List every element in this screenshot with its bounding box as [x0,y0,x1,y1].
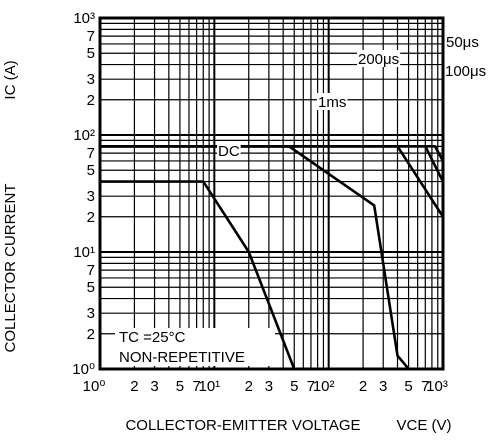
series-label-dc: DC [218,143,240,160]
label-background [317,93,348,110]
series-label-200us: 200μs [358,51,399,68]
x-tick-label: 10³ [426,378,448,395]
y-axis-title: COLLECTOR CURRENT [2,184,19,353]
y-tick-label: 10¹ [73,244,95,261]
x-axis-symbol: VCE (V) [396,417,451,434]
series-line-50us [100,145,443,162]
x-axis-title: COLLECTOR-EMITTER VOLTAGE [125,417,360,434]
y-tick-label: 5 [87,45,95,62]
y-tick-label: 10² [73,127,95,144]
x-tick-label: 5 [404,378,412,395]
y-tick-label: 3 [87,71,95,88]
conditions-box: TC =25°C NON-REPETITIVE [115,328,275,366]
x-tick-label: 5 [290,378,298,395]
y-tick-label: 7 [87,28,95,45]
x-tick-label: 7 [421,378,429,395]
x-tick-label: 10⁰ [83,378,106,395]
x-tick-label: 10¹ [198,378,220,395]
y-tick-label: 5 [87,162,95,179]
plot-frame [98,16,445,371]
condition-temperature: TC =25°C [119,329,186,346]
x-tick-label: 3 [150,378,158,395]
grid [99,17,444,370]
y-tick-label: 10⁰ [72,361,95,378]
y-tick-label: 5 [87,279,95,296]
x-tick-label: 7 [307,378,315,395]
y-tick-label: 2 [87,209,95,226]
y-tick-label: 2 [87,326,95,343]
y-tick-label: 7 [87,145,95,162]
series-label-1ms: 1ms [318,94,346,111]
x-tick-label: 7 [192,378,200,395]
label-background [357,50,401,67]
x-tick-label: 3 [379,378,387,395]
y-tick-label: 10³ [73,10,95,27]
y-tick-label: 2 [87,92,95,109]
x-tick-label: 2 [359,378,367,395]
y-axis-symbol: IC (A) [2,60,19,99]
series-label-50us: 50μs [446,34,479,51]
x-tick-label: 2 [245,378,253,395]
y-tick-label: 3 [87,305,95,322]
x-tick-label: 5 [176,378,184,395]
series-line-100us [100,145,443,183]
condition-nonrepetitive: NON-REPETITIVE [119,349,245,366]
y-tick-label: 3 [87,188,95,205]
series-line-dc [100,180,342,369]
curve-labels: DC 1ms 200μs 100μs 50μs [217,34,486,160]
label-background [217,142,241,159]
series-label-100us: 100μs [445,63,486,80]
x-tick-label: 2 [130,378,138,395]
x-tick-label: 3 [265,378,273,395]
x-tick-label: 10² [313,378,335,395]
y-tick-label: 7 [87,262,95,279]
